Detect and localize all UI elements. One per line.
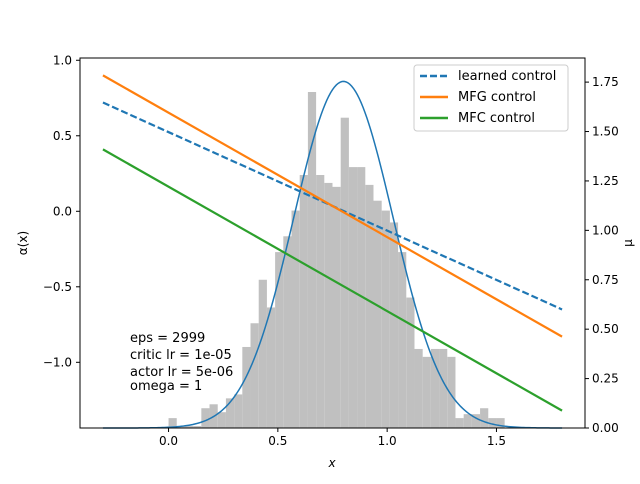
y-right-tick-label: 0.25 — [592, 372, 619, 386]
y-axis-left: 1.0 0.5 0.0 −0.5 −1.0 — [43, 53, 80, 369]
histogram-bar — [389, 222, 399, 428]
histogram-bar — [217, 412, 226, 428]
histogram-bar — [447, 356, 456, 428]
histogram-bar — [299, 175, 308, 428]
annotation-eps: eps = 2999 — [130, 331, 205, 346]
legend: learned control MFG control MFC control — [413, 64, 569, 132]
histogram-bar — [168, 418, 177, 428]
histogram-bar — [422, 356, 431, 428]
histogram-bar — [463, 414, 472, 428]
y-axis-left-label: α(x) — [16, 231, 30, 255]
legend-label-learned-control: learned control — [458, 69, 556, 84]
histogram-bar — [348, 167, 358, 428]
legend-frame — [413, 64, 569, 132]
y-right-tick-label: 1.75 — [592, 75, 619, 89]
histogram-bar — [439, 348, 448, 428]
histogram-bar — [234, 394, 243, 428]
annotation-critic-lr: critic lr = 1e-05 — [130, 348, 232, 363]
x-tick-label: 0.5 — [268, 434, 287, 448]
y-left-tick-label: −1.0 — [43, 355, 72, 369]
y-right-tick-label: 1.25 — [592, 174, 619, 188]
histogram-bar — [496, 418, 505, 428]
histogram-bar — [193, 426, 202, 428]
mfg-control-line — [102, 74, 563, 338]
plot-frame — [79, 57, 586, 429]
mfc-control-line — [102, 148, 563, 412]
y-right-tick-label: 1.50 — [592, 125, 619, 139]
y-right-tick-label: 0.50 — [592, 322, 619, 336]
legend-label-mfg-control: MFG control — [458, 90, 536, 105]
x-tick-label: 0.0 — [159, 434, 178, 448]
histogram-bar — [258, 279, 267, 428]
histogram-bar — [242, 346, 251, 428]
density-curve — [102, 80, 563, 429]
x-tick-label: 1.0 — [378, 434, 397, 448]
histogram-bar — [381, 210, 390, 428]
histogram-bar — [291, 210, 300, 428]
histogram-bar — [283, 236, 292, 428]
x-axis-label: x — [327, 456, 336, 470]
y-left-tick-label: 0.0 — [53, 204, 72, 218]
y-left-tick-label: −0.5 — [43, 280, 72, 294]
x-axis: 0.0 0.5 1.0 1.5 — [159, 428, 506, 448]
histogram — [168, 91, 505, 428]
y-right-tick-label: 0.75 — [592, 273, 619, 287]
histogram-bar — [480, 408, 489, 428]
histogram-bar — [275, 252, 284, 428]
histogram-bar — [373, 200, 382, 428]
y-right-tick-label: 0.00 — [592, 421, 619, 435]
histogram-bar — [307, 91, 317, 428]
histogram-bar — [365, 184, 374, 428]
y-right-tick-label: 1.00 — [592, 223, 619, 237]
histogram-bar — [332, 186, 341, 428]
y-axis-right-label: μ — [621, 239, 635, 247]
density-layer — [102, 80, 563, 429]
histogram-bar — [471, 414, 481, 428]
histogram-bar — [184, 426, 194, 428]
annotation-actor-lr: actor lr = 5e-06 — [130, 365, 233, 380]
control-lines — [102, 74, 563, 412]
histogram-bar — [430, 348, 440, 428]
histogram-bar — [201, 408, 210, 428]
y-left-tick-label: 1.0 — [53, 53, 72, 67]
histogram-bar — [455, 418, 464, 428]
histogram-bar — [266, 307, 276, 428]
histogram-bar — [414, 348, 423, 428]
annotation-text: eps = 2999 critic lr = 1e-05 actor lr = … — [130, 331, 233, 394]
histogram-bar — [340, 117, 349, 428]
histogram-bar — [225, 398, 235, 428]
histogram-bar — [406, 297, 415, 428]
y-left-tick-label: 0.5 — [53, 129, 72, 143]
y-axis-right: 0.00 0.25 0.50 0.75 1.00 1.25 1.50 1.75 — [585, 75, 619, 435]
histogram-bar — [324, 182, 333, 428]
x-tick-label: 1.5 — [487, 434, 506, 448]
histogram-bar — [488, 418, 497, 428]
annotation-omega: omega = 1 — [130, 379, 202, 394]
histogram-bar — [316, 175, 325, 428]
legend-label-mfc-control: MFC control — [458, 111, 535, 126]
histogram-bar — [250, 323, 259, 428]
histogram-bar — [398, 252, 407, 428]
